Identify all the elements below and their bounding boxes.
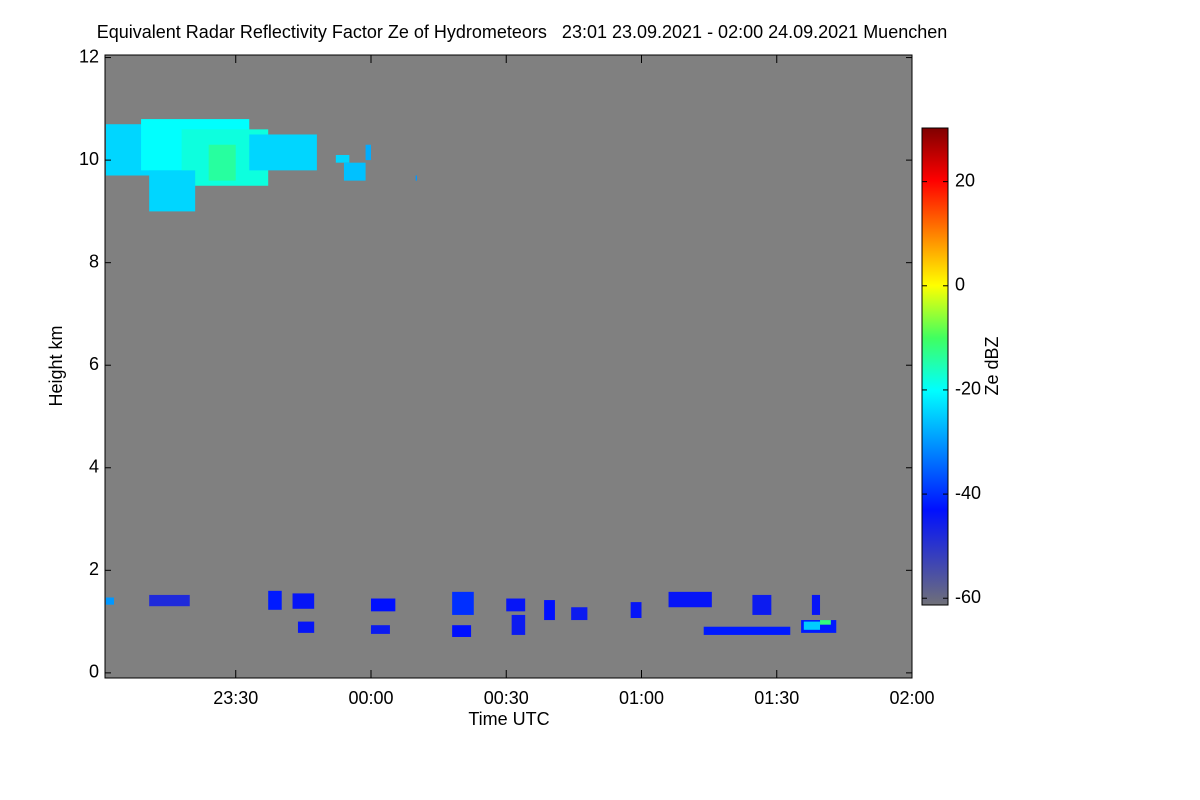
y-tick-label: 10 (79, 149, 99, 169)
echo-cell (370, 598, 396, 612)
x-tick-label: 00:00 (348, 688, 393, 708)
colorbar-label: Ze dBZ (982, 336, 1002, 395)
echo-cell (506, 598, 526, 612)
echo-cell (703, 626, 791, 635)
echo-cell (365, 144, 371, 161)
echo-cell (105, 597, 115, 605)
colorbar-tick-label: 20 (955, 170, 975, 190)
echo-cell (343, 162, 366, 181)
echo-cell (335, 154, 350, 163)
x-tick-label: 23:30 (213, 688, 258, 708)
echo-cell (452, 591, 474, 615)
colorbar (921, 127, 949, 606)
y-tick-label: 4 (89, 457, 99, 477)
x-axis-label: Time UTC (468, 709, 549, 729)
echo-cell (208, 144, 236, 181)
colorbar-tick-label: -40 (955, 483, 981, 503)
echo-cell (370, 625, 390, 634)
colorbar-tick-label: -20 (955, 379, 981, 399)
chart-title: Equivalent Radar Reflectivity Factor Ze … (97, 22, 948, 42)
echo-cell (415, 175, 417, 181)
x-tick-label: 00:30 (484, 688, 529, 708)
echo-cell (249, 134, 317, 171)
echo-cell (752, 594, 772, 615)
echo-cell (571, 607, 588, 621)
echo-cell (297, 621, 315, 633)
echo-cell (292, 593, 315, 609)
echo-cell (544, 600, 555, 621)
echo-cell (630, 602, 642, 619)
plot-frame (104, 54, 913, 679)
echo-cell (149, 594, 190, 607)
y-tick-label: 2 (89, 559, 99, 579)
colorbar-tick-label: -60 (955, 587, 981, 607)
y-axis-label: Height km (46, 325, 66, 406)
x-tick-label: 02:00 (889, 688, 934, 708)
y-tick-label: 8 (89, 251, 99, 271)
x-tick-label: 01:00 (619, 688, 664, 708)
echo-cell (811, 594, 821, 615)
colorbar-tick-label: 0 (955, 275, 965, 295)
echo-cell (803, 621, 821, 630)
y-tick-label: 12 (79, 46, 99, 66)
echo-cell (268, 590, 282, 610)
y-tick-label: 0 (89, 662, 99, 682)
y-tick-label: 6 (89, 354, 99, 374)
x-tick-label: 01:30 (754, 688, 799, 708)
echo-cell (820, 620, 831, 625)
echo-cell (511, 614, 526, 635)
echo-cell (452, 625, 472, 637)
echo-cell (668, 591, 712, 608)
echo-cell (149, 170, 196, 212)
